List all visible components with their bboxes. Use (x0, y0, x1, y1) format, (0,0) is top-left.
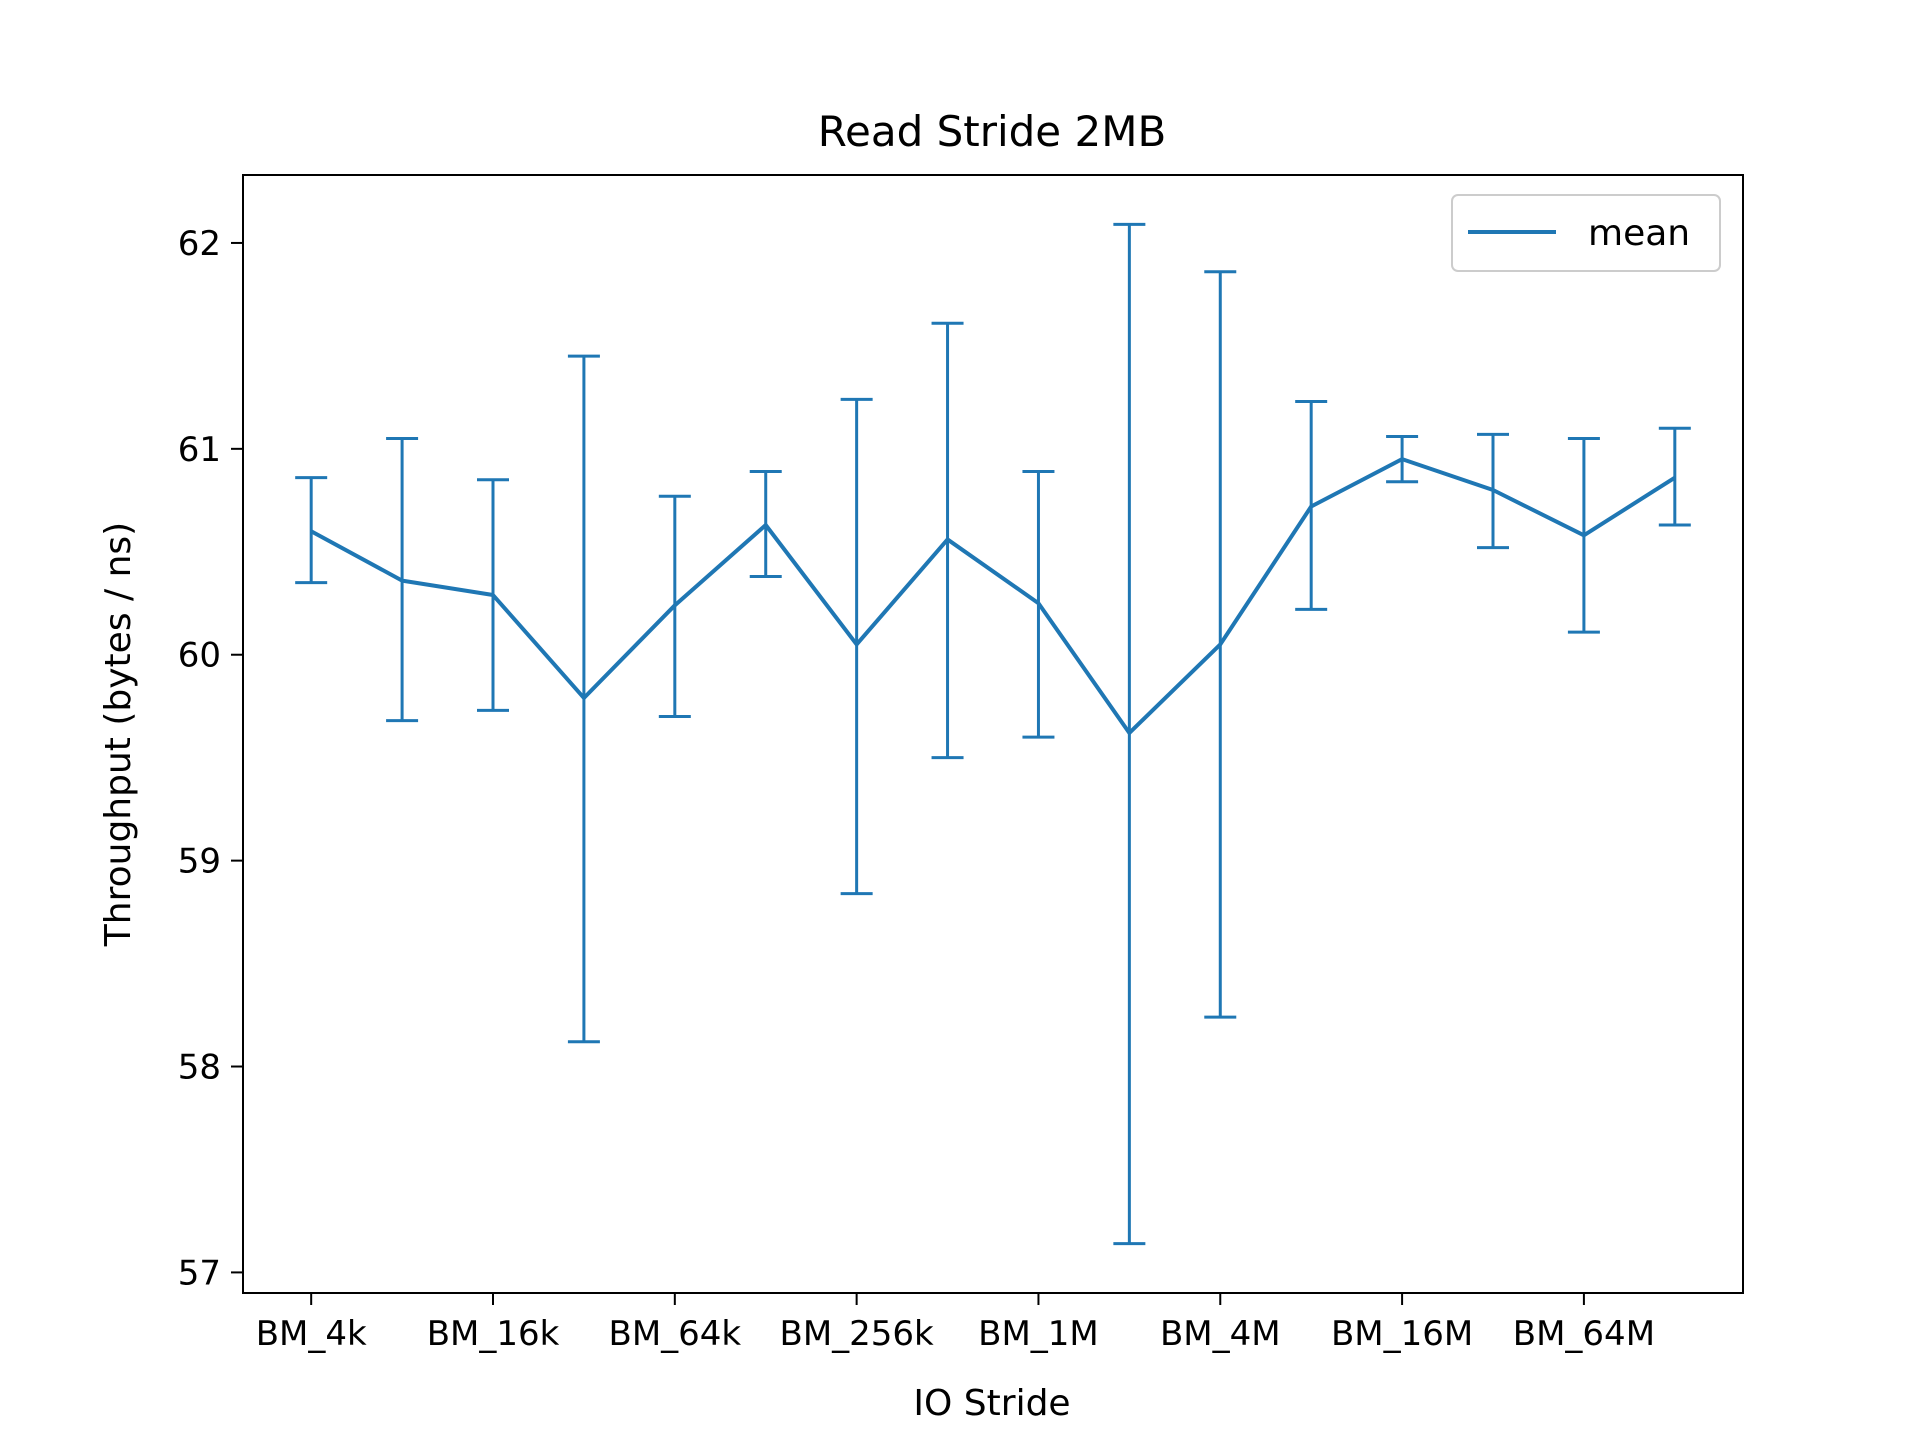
x-tick-label: BM_64k (609, 1314, 742, 1354)
y-axis-label: Throughput (bytes / ns) (98, 522, 139, 947)
legend-label-mean: mean (1588, 213, 1690, 254)
y-axis: 57 58 59 60 61 62 (178, 224, 243, 1293)
plot-area (295, 222, 1691, 1246)
axes-frame (242, 174, 1744, 1294)
y-tick-label: 57 (178, 1253, 221, 1293)
error-bar (295, 476, 328, 585)
y-tick-label: 62 (178, 224, 221, 264)
chart-title: Read Stride 2MB (818, 107, 1167, 156)
y-tick-label: 58 (178, 1048, 221, 1088)
y-tick-label: 61 (178, 430, 221, 470)
x-tick-label: BM_16M (1331, 1314, 1473, 1354)
error-bar (1658, 426, 1691, 527)
series-line-mean (310, 457, 1676, 735)
error-bar (840, 397, 873, 896)
x-tick-label: BM_16k (427, 1314, 560, 1354)
legend-box (1451, 194, 1721, 272)
x-tick-label: BM_4M (1160, 1314, 1281, 1354)
x-tick-label: BM_1M (978, 1314, 1099, 1354)
x-tick-label: BM_4k (256, 1314, 367, 1354)
x-tick-label: BM_256k (780, 1314, 935, 1354)
x-axis: BM_4k BM_16k BM_64k BM_256k BM_1M BM_4M BM_16M… (256, 1293, 1655, 1354)
y-tick-label: 59 (178, 842, 221, 882)
legend: mean (1451, 194, 1721, 272)
x-axis-label: IO Stride (913, 1383, 1070, 1424)
y-tick-label: 60 (178, 636, 221, 676)
x-tick-label: BM_64M (1513, 1314, 1655, 1354)
